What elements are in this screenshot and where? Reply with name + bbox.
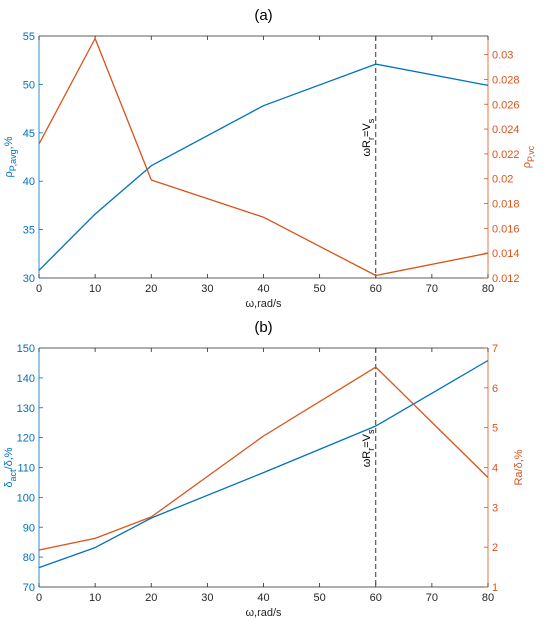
x-tick-label: 40	[257, 283, 269, 295]
y-tick-label-left: 150	[17, 343, 35, 355]
y-tick-label-right: 5	[492, 423, 498, 435]
x-tick-label: 40	[257, 592, 269, 604]
y-tick-label-right: 0.024	[492, 124, 520, 136]
y-tick-label-left: 40	[23, 176, 35, 188]
chart-panel-a: (a) 0 10 20 30 40 50 60 70 80 30 35 40 45 50 55 0.012 0.0…	[3, 7, 536, 310]
x-tick-label: 60	[370, 283, 382, 295]
y-tick-label-right: 0.028	[492, 74, 520, 86]
y-tick-label-left: 45	[23, 128, 35, 140]
series-line-right	[38, 366, 489, 551]
y-tick-label-right: 0.012	[492, 273, 520, 285]
chart-panel-b: (b)0 10 20 30 40 50 60 70 8070809010011012013014…	[3, 319, 525, 619]
y-tick-label-right: 1	[492, 582, 498, 594]
x-tick-label: 0	[36, 592, 42, 604]
y-tick-label-right: 0.018	[492, 199, 520, 211]
x-tick-label: 10	[89, 592, 101, 604]
marker-annotation: ωRr=Vs	[361, 118, 376, 156]
series-line-right	[38, 37, 489, 277]
y-tick-label-left: 55	[23, 31, 35, 43]
y-tick-label-left: 30	[23, 273, 35, 285]
x-tick-label: 10	[89, 283, 101, 295]
y-tick-label-left: 140	[17, 373, 35, 385]
y-tick-label-left: 130	[17, 403, 35, 415]
y-tick-label-right: 6	[492, 383, 498, 395]
x-tick-label: 20	[145, 283, 157, 295]
y-tick-label-left: 80	[23, 552, 35, 564]
x-axis-label: ω,rad/s	[245, 607, 282, 619]
y-tick-label-left: 120	[17, 433, 35, 445]
y-axis-label-left: δact/δ,%	[3, 447, 18, 487]
y-tick-label-right: 0.02	[492, 174, 513, 186]
x-tick-label: 70	[426, 592, 438, 604]
x-tick-label: 60	[370, 592, 382, 604]
series-line-left	[38, 63, 489, 271]
y-axis-label-left: ρP,avg,%	[3, 136, 18, 177]
y-axis-label-right: ρP,vc	[521, 145, 536, 168]
x-tick-label: 80	[482, 283, 494, 295]
y-tick-label-left: 70	[23, 582, 35, 594]
y-tick-label-right: 0.022	[492, 149, 520, 161]
x-axis-label: ω,rad/s	[245, 298, 282, 310]
y-tick-label-left: 35	[23, 225, 35, 237]
y-tick-label-right: 3	[492, 502, 498, 514]
y-tick-label-right: 4	[492, 463, 498, 475]
x-tick-label: 30	[201, 592, 213, 604]
x-tick-label: 20	[145, 592, 157, 604]
y-tick-label-left: 110	[17, 463, 35, 475]
y-tick-label-right: 0.03	[492, 50, 513, 62]
x-tick-label: 50	[314, 592, 326, 604]
y-tick-label-right: 7	[492, 343, 498, 355]
chart-title: (a)	[254, 7, 272, 24]
y-tick-label-right: 0.014	[492, 248, 520, 260]
y-tick-label-right: 0.016	[492, 223, 520, 235]
x-tick-label: 0	[36, 283, 42, 295]
x-tick-label: 50	[314, 283, 326, 295]
chart-title: (b)	[254, 319, 272, 336]
marker-annotation: ωRr=Vs	[361, 429, 376, 467]
y-tick-label-right: 2	[492, 542, 498, 554]
y-axis-label-right: Ra/δ,%	[513, 449, 525, 485]
y-tick-label-left: 90	[23, 522, 35, 534]
series-line-left	[38, 359, 489, 569]
y-tick-label-right: 0.026	[492, 99, 520, 111]
x-tick-label: 30	[201, 283, 213, 295]
x-tick-label: 80	[482, 592, 494, 604]
x-tick-label: 70	[426, 283, 438, 295]
y-tick-label-left: 50	[23, 79, 35, 91]
y-tick-label-left: 100	[17, 492, 35, 504]
